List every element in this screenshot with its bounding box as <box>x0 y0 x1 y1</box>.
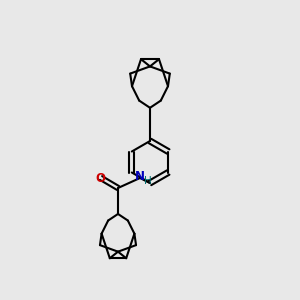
Text: H: H <box>144 176 152 186</box>
Text: O: O <box>95 172 105 185</box>
Text: N: N <box>135 170 145 184</box>
